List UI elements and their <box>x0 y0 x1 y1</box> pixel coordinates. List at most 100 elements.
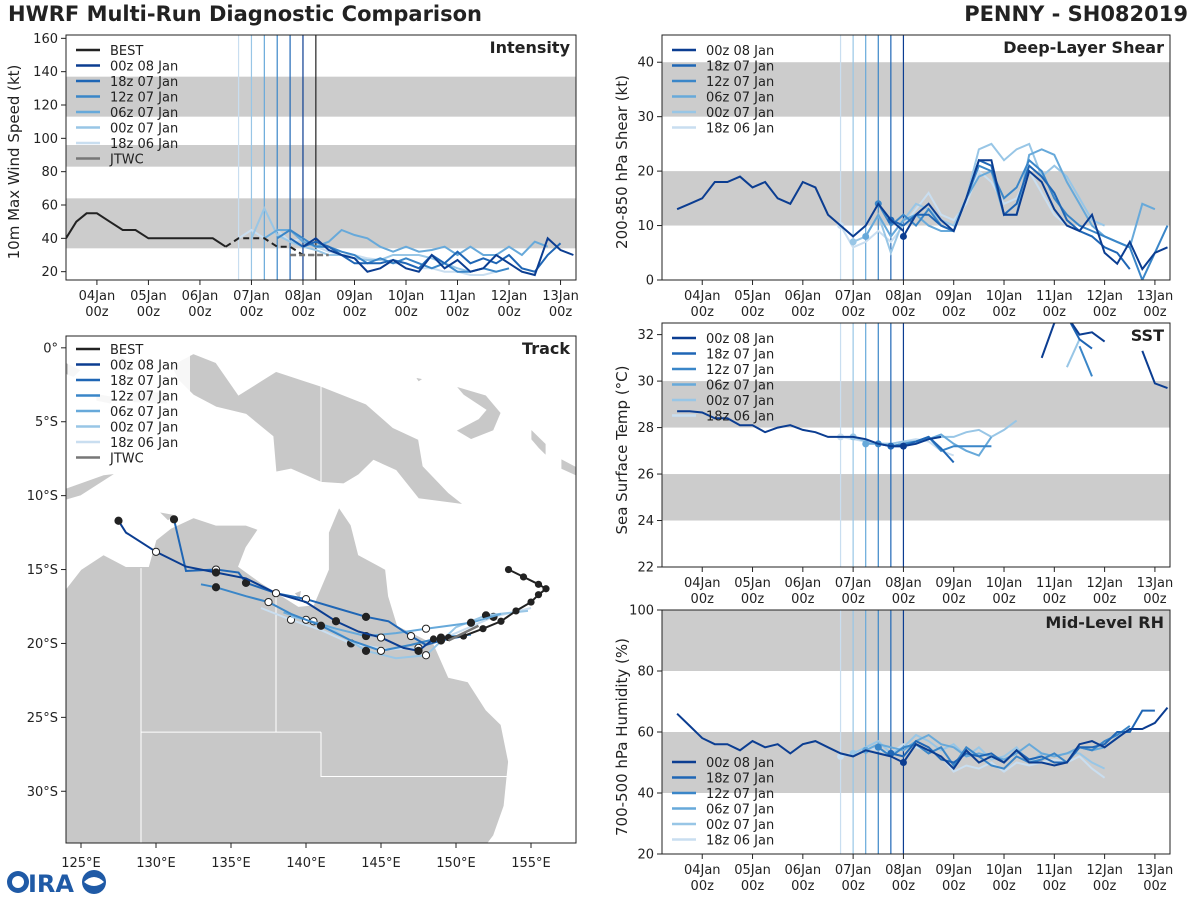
legend-label: 06z 07 Jan <box>706 91 774 106</box>
best-track-dashed <box>225 237 316 256</box>
y-tick-label: 0 <box>646 274 654 289</box>
panel-shear: 01020304004Jan00z05Jan00z06Jan00z07Jan00… <box>613 34 1174 320</box>
x-tick-hour: 00z <box>240 305 264 320</box>
panel-title: Mid-Level RH <box>1045 613 1164 632</box>
x-tick-day: 11Jan <box>1036 576 1073 591</box>
lon-tick-label: 130°E <box>136 856 176 871</box>
panel-intensity: 2040608010012014016004Jan00z05Jan00z06Ja… <box>5 32 579 320</box>
best-track-marker <box>542 585 550 593</box>
legend-label: 00z 08 Jan <box>110 359 178 374</box>
shaded-band <box>662 381 1170 428</box>
y-tick-label: 32 <box>637 328 654 343</box>
lon-tick-label: 155°E <box>511 856 551 871</box>
x-tick-day: 05Jan <box>130 289 167 304</box>
x-tick-hour: 00z <box>942 592 966 607</box>
x-tick-hour: 00z <box>791 879 815 894</box>
storm-id: PENNY - SH082019 <box>964 2 1188 26</box>
legend-label: 00z 07 Jan <box>706 818 774 833</box>
best-track-marker <box>512 607 520 615</box>
best-track-marker <box>479 625 487 633</box>
y-tick-label: 10 <box>637 219 654 234</box>
x-tick-hour: 00z <box>343 305 367 320</box>
lon-tick-label: 140°E <box>286 856 326 871</box>
x-tick-hour: 00z <box>741 879 765 894</box>
x-tick-day: 13Jan <box>542 289 579 304</box>
legend-label: 18z 07 Jan <box>706 348 774 363</box>
series-init-marker <box>899 442 907 450</box>
legend-label: 18z 06 Jan <box>110 436 178 451</box>
svg-text:IRA: IRA <box>28 870 74 898</box>
x-tick-day: 13Jan <box>1137 289 1174 304</box>
legend-label: 12z 07 Jan <box>110 91 178 106</box>
x-tick-hour: 00z <box>1143 305 1167 320</box>
y-tick-label: 100 <box>629 604 654 619</box>
y-tick-label: 28 <box>637 421 654 436</box>
x-tick-day: 07Jan <box>835 289 872 304</box>
x-tick-day: 09Jan <box>935 289 972 304</box>
x-tick-hour: 00z <box>892 879 916 894</box>
series-line-segment <box>1078 345 1093 377</box>
x-tick-hour: 00z <box>791 305 815 320</box>
x-tick-hour: 00z <box>841 305 865 320</box>
x-tick-day: 05Jan <box>734 576 771 591</box>
legend-label: 00z 07 Jan <box>706 106 774 121</box>
series-line <box>890 158 1131 270</box>
y-axis-label: 700-500 hPa Humidity (%) <box>613 638 631 836</box>
x-tick-day: 04Jan <box>684 863 721 878</box>
legend-label: 12z 07 Jan <box>706 363 774 378</box>
map-frame <box>65 335 577 844</box>
new-britain <box>454 385 502 440</box>
y-tick-label: 26 <box>637 468 654 483</box>
x-tick-hour: 00z <box>741 305 765 320</box>
legend-label: 00z 08 Jan <box>706 44 774 59</box>
series-init-marker <box>862 232 870 240</box>
legend-label: 12z 07 Jan <box>706 787 774 802</box>
y-tick-label: 30 <box>637 110 654 125</box>
y-tick-label: 20 <box>637 848 654 863</box>
track-position-marker <box>316 621 326 630</box>
y-tick-label: 120 <box>33 99 58 114</box>
legend-label: 18z 06 Jan <box>110 137 178 152</box>
lat-tick-label: 0° <box>43 341 58 356</box>
x-tick-hour: 00z <box>137 305 161 320</box>
panel-title: SST <box>1131 326 1164 345</box>
x-tick-day: 13Jan <box>1137 576 1174 591</box>
legend-label: 06z 07 Jan <box>110 106 178 121</box>
track-position-marker <box>264 597 273 607</box>
x-tick-hour: 00z <box>1143 592 1167 607</box>
y-tick-label: 20 <box>637 165 654 180</box>
best-track-marker <box>534 580 543 588</box>
lon-tick-label: 125°E <box>61 856 101 871</box>
panel-title: Track <box>522 339 570 358</box>
y-tick-label: 60 <box>41 199 58 214</box>
plot-area-intensity <box>66 35 576 280</box>
x-tick-day: 04Jan <box>684 576 721 591</box>
manus-island <box>414 376 425 383</box>
cira-logo-mark: IRA <box>7 870 106 898</box>
x-tick-hour: 00z <box>741 592 765 607</box>
y-tick-label: 80 <box>637 665 654 680</box>
best-track-line <box>676 175 905 238</box>
panel-frame <box>65 34 577 281</box>
y-axis-label: 200-850 hPa Shear (kt) <box>613 75 631 249</box>
y-tick-label: 22 <box>637 561 654 576</box>
legend-label: 00z 07 Jan <box>110 421 178 436</box>
legend-label: 00z 08 Jan <box>706 756 774 771</box>
x-tick-hour: 00z <box>188 305 212 320</box>
x-tick-hour: 00z <box>85 305 109 320</box>
best-track-marker <box>497 617 505 625</box>
x-tick-day: 11Jan <box>439 289 476 304</box>
x-tick-hour: 00z <box>1143 879 1167 894</box>
x-tick-hour: 00z <box>691 592 715 607</box>
lon-tick-label: 150°E <box>436 856 476 871</box>
x-tick-hour: 00z <box>942 305 966 320</box>
y-tick-label: 40 <box>637 787 654 802</box>
x-tick-hour: 00z <box>942 879 966 894</box>
y-tick-label: 80 <box>41 165 58 180</box>
lat-tick-label: 30°S <box>27 785 58 800</box>
panel-sst: 22242628303204Jan00z05Jan00z06Jan00z07Ja… <box>613 322 1174 607</box>
shaded-band <box>662 610 1170 671</box>
y-tick-label: 30 <box>637 375 654 390</box>
series-line-segment <box>1054 323 1093 350</box>
